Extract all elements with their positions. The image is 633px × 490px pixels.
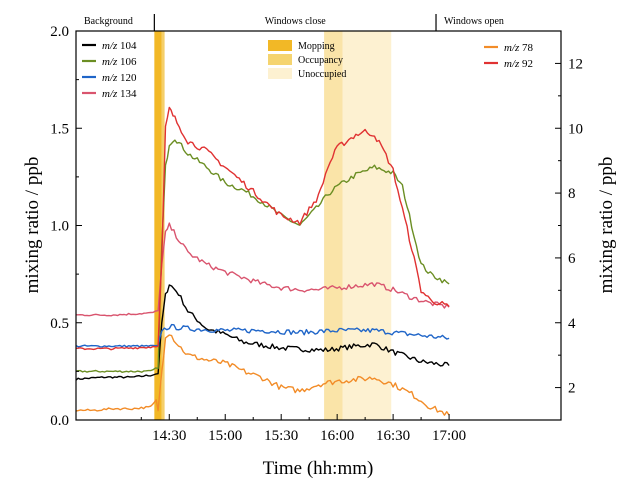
x-tick-label: 15:00 [208, 428, 242, 444]
y-left-tick-label: 1.0 [50, 219, 69, 235]
y-right-tick-label: 10 [568, 121, 583, 137]
series-line-106 [76, 139, 450, 373]
legend-shading-swatch-0 [268, 40, 292, 51]
legend-left-label-120: m/z 120 [102, 72, 137, 84]
x-axis-title: Time (hh:mm) [263, 458, 374, 479]
x-tick-label: 16:30 [376, 428, 410, 444]
series-line-92 [76, 106, 450, 351]
legend-left-label-104: m/z 104 [102, 40, 137, 52]
series-line-134 [76, 222, 450, 317]
series-line-104 [76, 284, 450, 381]
y-right-tick-label: 8 [568, 186, 576, 202]
plot-frame [75, 30, 562, 421]
legend-shading-swatch-1 [268, 54, 292, 65]
y-right-tick-label: 2 [568, 381, 576, 397]
series-line-120 [76, 323, 450, 348]
shaded-period-2 [324, 31, 343, 420]
legend-shading-swatch-2 [268, 68, 292, 79]
y-right-tick-label: 12 [568, 56, 583, 72]
legend-right-label-92: m/z 92 [504, 58, 533, 70]
y-right-tick-label: 6 [568, 251, 576, 267]
series-line-78 [76, 334, 450, 416]
phase-label-1: Windows close [265, 16, 327, 27]
y-left-tick-label: 2.0 [50, 24, 69, 40]
y-axis-title-right: mixing ratio / ppb [596, 157, 617, 294]
y-left-tick-label: 0.5 [50, 316, 69, 332]
x-tick-label: 14:30 [152, 428, 186, 444]
y-left-tick-label: 1.5 [50, 121, 69, 137]
x-tick-label: 17:00 [432, 428, 466, 444]
y-right-tick-label: 4 [568, 316, 576, 332]
x-tick-label: 15:30 [264, 428, 298, 444]
legend-shading-label-2: Unoccupied [298, 69, 346, 80]
phase-label-0: Background [84, 16, 133, 27]
legend-shading-label-1: Occupancy [298, 55, 343, 66]
phase-label-2: Windows open [444, 16, 504, 27]
shaded-period-3 [342, 31, 392, 420]
y-axis-title-left: mixing ratio / ppb [22, 157, 43, 294]
x-tick-label: 16:00 [320, 428, 354, 444]
legend-right-label-78: m/z 78 [504, 42, 534, 54]
shaded-period-0 [154, 31, 162, 420]
legend-left-label-134: m/z 134 [102, 88, 137, 100]
y-left-tick-label: 0.0 [50, 413, 69, 429]
legend-left-label-106: m/z 106 [102, 56, 137, 68]
legend-shading-label-0: Mopping [298, 41, 335, 52]
